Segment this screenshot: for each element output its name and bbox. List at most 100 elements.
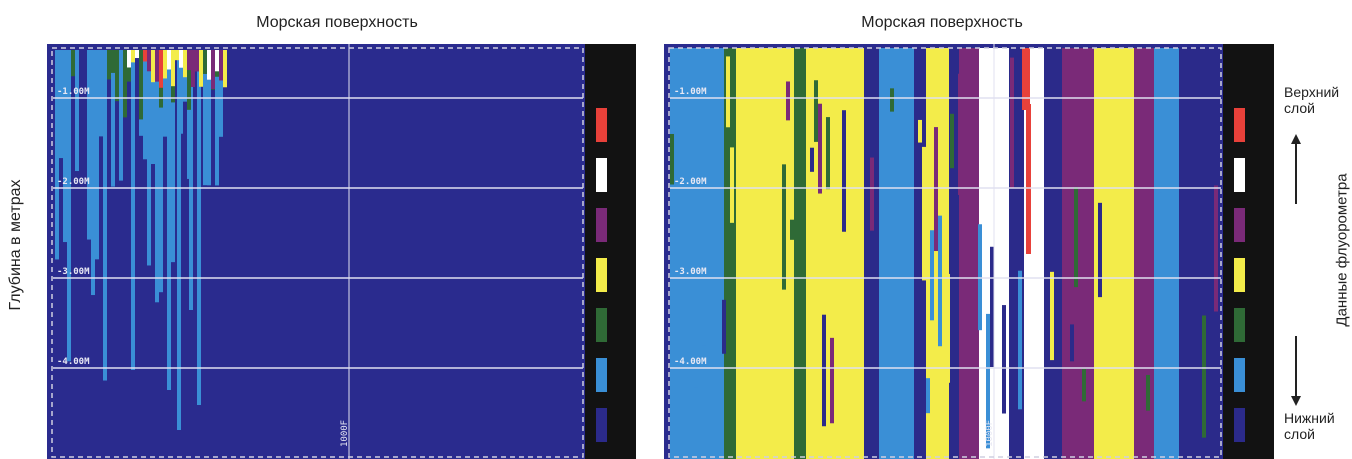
fluor-band — [183, 50, 187, 78]
fluor-band — [127, 50, 131, 68]
fluor-band — [1018, 270, 1022, 410]
fluor-band — [207, 50, 211, 186]
legend-swatch — [596, 108, 607, 142]
fluor-band — [1150, 379, 1154, 426]
fluor-band — [175, 50, 179, 61]
fluor-band — [139, 50, 143, 61]
fluor-band — [1070, 324, 1074, 362]
fluor-band — [926, 378, 930, 414]
fluor-band — [151, 50, 155, 83]
fluor-band — [223, 50, 227, 88]
legend-strip — [585, 44, 636, 459]
legend-swatch — [596, 258, 607, 292]
right-axis-label: Данные флуорометра — [1333, 173, 1351, 327]
fluor-band — [1022, 48, 1030, 110]
legend-swatch — [1234, 258, 1245, 292]
fluor-band — [978, 224, 982, 331]
fluor-band — [159, 50, 163, 88]
fluor-band — [111, 50, 115, 73]
fluor-band — [203, 50, 207, 186]
fluor-band — [822, 314, 826, 427]
fluor-band — [1074, 186, 1078, 288]
fluor-band — [177, 50, 181, 430]
fluor-band — [99, 50, 103, 137]
fluor-band — [143, 50, 147, 62]
fluor-band — [147, 50, 151, 266]
title-right: Морская поверхность — [861, 14, 1023, 31]
legend-swatch — [596, 208, 607, 242]
fluor-band — [918, 119, 922, 143]
legend-swatch — [1234, 308, 1245, 342]
fluor-band — [958, 73, 962, 195]
fluor-band — [1202, 315, 1206, 438]
fluor-band — [219, 50, 223, 81]
down-arrow-icon — [1290, 336, 1302, 411]
fluor-band — [864, 48, 879, 459]
fluor-band — [107, 50, 111, 80]
y-axis-label: Глубина в метрах — [7, 179, 24, 311]
panel-left: -1.00M -2.00M -3.00M -4.00M 1000F — [47, 44, 636, 459]
fluor-band — [87, 50, 91, 240]
depth-label: -1.00M — [674, 87, 707, 97]
fluor-band — [91, 50, 95, 296]
fluor-band — [946, 273, 950, 383]
legend-swatch — [596, 408, 607, 442]
bottom-marker: 1000F — [340, 420, 350, 447]
fluor-band — [167, 50, 171, 390]
fluor-band — [1010, 57, 1014, 188]
fluor-band — [59, 50, 63, 159]
fluor-band — [197, 50, 201, 405]
fluor-band — [195, 50, 199, 72]
fluor-band — [1044, 48, 1062, 459]
fluor-band — [814, 80, 818, 142]
fluor-band — [722, 299, 726, 354]
fluor-band — [111, 50, 115, 187]
fluor-band — [139, 50, 143, 120]
fluor-band — [163, 50, 167, 137]
fluor-band — [1158, 83, 1162, 193]
legend-swatch — [1234, 108, 1245, 142]
fluor-band — [938, 215, 942, 347]
fluor-band — [1082, 368, 1086, 402]
bottom-layer-label: Нижний слой — [1284, 410, 1335, 442]
fluor-band — [191, 50, 195, 87]
depth-label: -1.00M — [57, 87, 90, 97]
fluor-band — [794, 48, 806, 459]
fluor-band — [1134, 48, 1154, 459]
depth-label: -2.00M — [57, 177, 90, 187]
fluor-band — [147, 50, 151, 72]
fluor-band — [207, 50, 211, 80]
fluor-band — [119, 50, 123, 181]
fluor-band — [1154, 48, 1179, 459]
fluor-band — [135, 50, 139, 59]
fluor-band — [1026, 104, 1031, 254]
fluor-band — [922, 146, 926, 281]
fluor-band — [211, 50, 215, 89]
fluor-band — [890, 88, 894, 112]
fluor-band — [830, 337, 834, 424]
fluor-band — [67, 50, 71, 362]
fluor-band — [790, 219, 794, 240]
fluor-band — [726, 56, 730, 128]
fluor-band — [103, 50, 107, 381]
fluor-band — [870, 157, 874, 231]
depth-label: -4.00M — [674, 357, 707, 367]
fluor-band — [75, 50, 79, 172]
depth-label: -3.00M — [674, 267, 707, 277]
fluor-band — [215, 50, 219, 186]
fluor-band — [179, 50, 183, 68]
depth-label: -2.00M — [674, 177, 707, 187]
panel-right: -1.00M -2.00M -3.00M -4.00M 1000F — [664, 44, 1274, 459]
fluor-band — [670, 133, 674, 185]
fluor-band — [163, 50, 167, 79]
fluor-band — [187, 50, 191, 71]
title-left: Морская поверхность — [256, 14, 418, 31]
fluor-band — [1146, 374, 1150, 411]
fluor-band — [926, 48, 949, 459]
fluor-band — [131, 50, 135, 63]
fluor-band — [730, 147, 734, 223]
fluor-band — [959, 48, 979, 459]
fluor-band — [842, 110, 846, 232]
fluor-band — [123, 50, 127, 118]
fluor-band — [1214, 185, 1218, 312]
